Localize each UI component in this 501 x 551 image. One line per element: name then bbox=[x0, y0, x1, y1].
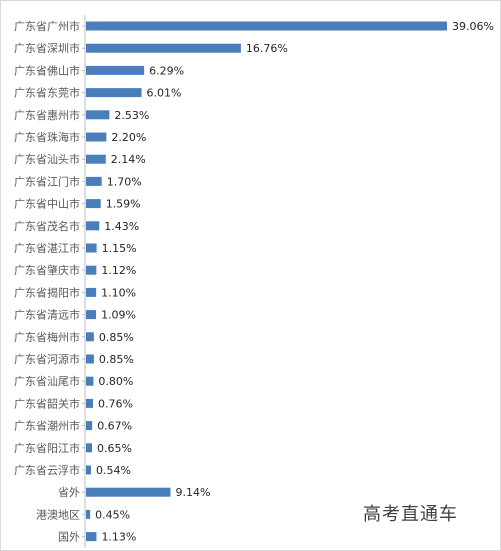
category-label: 广东省汕尾市 bbox=[14, 374, 80, 388]
data-label: 1.13% bbox=[101, 531, 136, 544]
bar bbox=[86, 465, 91, 475]
bar bbox=[86, 509, 91, 519]
bar bbox=[86, 110, 110, 120]
data-label: 0.54% bbox=[96, 464, 131, 477]
bar bbox=[86, 221, 100, 231]
category-label: 国外 bbox=[58, 531, 80, 544]
category-label: 广东省中山市 bbox=[14, 197, 80, 211]
watermark-text: 高考直通车 bbox=[363, 504, 458, 525]
category-label: 广东省河源市 bbox=[14, 352, 80, 366]
category-label: 广东省肇庆市 bbox=[14, 263, 80, 277]
data-label: 6.29% bbox=[149, 64, 184, 77]
category-label: 省外 bbox=[58, 486, 80, 499]
data-label: 0.45% bbox=[95, 508, 130, 521]
bar bbox=[86, 487, 171, 497]
bar bbox=[86, 421, 93, 431]
category-label: 广东省珠海市 bbox=[14, 130, 80, 144]
data-label: 6.01% bbox=[147, 87, 182, 100]
data-label: 1.59% bbox=[106, 198, 141, 211]
category-label: 广东省广州市 bbox=[14, 19, 80, 33]
data-label: 1.43% bbox=[104, 220, 139, 233]
bar bbox=[86, 354, 94, 364]
bar bbox=[86, 443, 93, 453]
bar bbox=[86, 332, 94, 342]
data-label: 2.14% bbox=[111, 153, 146, 166]
data-label: 1.15% bbox=[102, 242, 137, 255]
category-label: 广东省湛江市 bbox=[14, 241, 80, 255]
data-label: 0.67% bbox=[97, 420, 132, 433]
data-label: 0.76% bbox=[98, 397, 133, 410]
data-label: 39.06% bbox=[452, 20, 494, 33]
data-label: 2.20% bbox=[111, 131, 146, 144]
bar bbox=[86, 243, 97, 253]
category-label: 广东省汕头市 bbox=[14, 152, 80, 166]
bar bbox=[86, 532, 97, 542]
category-label: 广东省佛山市 bbox=[14, 63, 80, 77]
category-label: 广东省清远市 bbox=[14, 308, 80, 322]
category-label: 港澳地区 bbox=[36, 508, 80, 521]
bar bbox=[86, 154, 106, 164]
bar bbox=[86, 132, 107, 142]
bar bbox=[86, 21, 447, 31]
data-label: 0.65% bbox=[97, 442, 132, 455]
category-label: 广东省茂名市 bbox=[14, 219, 80, 233]
category-label: 广东省深圳市 bbox=[14, 41, 80, 55]
data-label: 0.85% bbox=[99, 331, 134, 344]
category-label: 广东省潮州市 bbox=[14, 419, 80, 433]
bar bbox=[86, 398, 94, 408]
data-label: 0.85% bbox=[99, 353, 134, 366]
data-label: 16.76% bbox=[246, 42, 288, 55]
bar bbox=[86, 65, 145, 75]
category-label: 广东省韶关市 bbox=[14, 396, 80, 410]
data-label: 1.10% bbox=[101, 286, 136, 299]
bar bbox=[86, 376, 94, 386]
category-label: 广东省东莞市 bbox=[14, 86, 80, 100]
bar bbox=[86, 199, 101, 209]
data-label: 2.53% bbox=[114, 109, 149, 122]
bar bbox=[86, 176, 102, 186]
category-label: 广东省揭阳市 bbox=[14, 285, 80, 299]
category-label: 广东省惠州市 bbox=[14, 108, 80, 122]
data-label: 1.12% bbox=[101, 264, 136, 277]
bar bbox=[86, 88, 142, 98]
category-label: 广东省阳江市 bbox=[14, 441, 80, 455]
data-label: 0.80% bbox=[98, 375, 133, 388]
bar bbox=[86, 287, 97, 297]
bar bbox=[86, 43, 241, 53]
data-label: 1.70% bbox=[107, 175, 142, 188]
data-label: 9.14% bbox=[175, 486, 210, 499]
category-label: 广东省云浮市 bbox=[14, 463, 80, 477]
bar bbox=[86, 265, 97, 275]
category-label: 广东省梅州市 bbox=[14, 330, 80, 344]
bar bbox=[86, 310, 97, 320]
data-label: 1.09% bbox=[101, 309, 136, 322]
category-label: 广东省江门市 bbox=[14, 174, 80, 188]
